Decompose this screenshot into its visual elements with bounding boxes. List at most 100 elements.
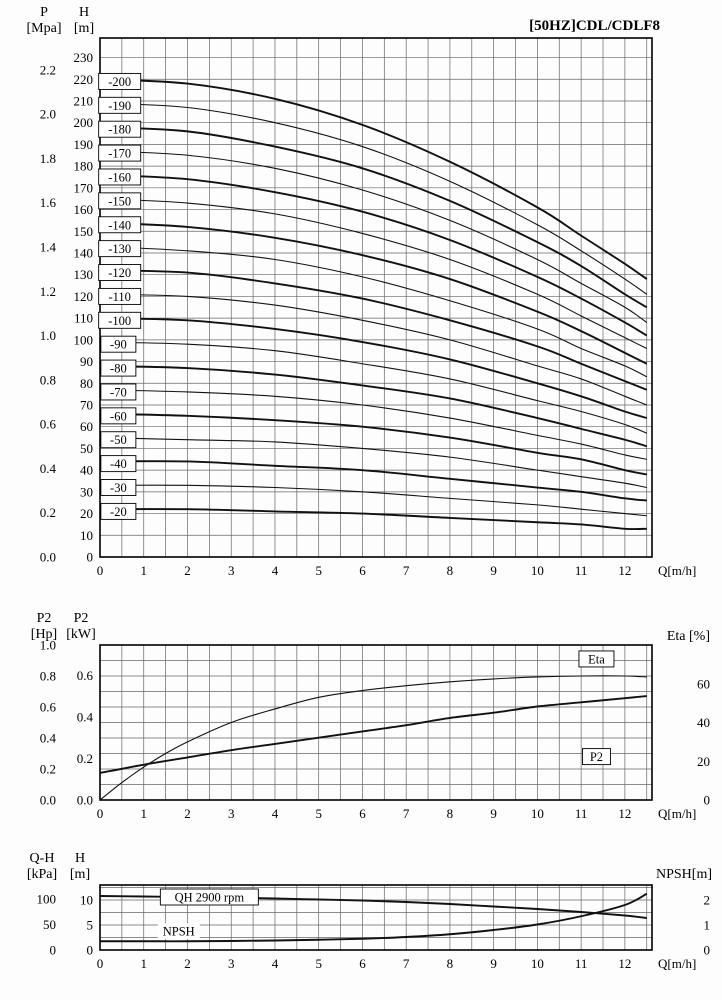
- axis-tick-label: 2.0: [40, 107, 56, 122]
- curve-label: NPSH: [163, 925, 195, 939]
- curve-label-box: [98, 287, 142, 305]
- power-kw-axis-unit: [kW]: [66, 627, 96, 642]
- axis-tick-label: 0: [704, 793, 711, 808]
- curve-label: -120: [108, 266, 131, 280]
- charts-render-layer: 2.22.01.81.61.41.21.00.80.60.40.20.02302…: [37, 37, 711, 971]
- axis-tick-label: 0.0: [40, 550, 56, 565]
- curve-label-box: [157, 923, 200, 939]
- curve--40: [99, 460, 647, 502]
- curve-NPSH: [99, 892, 648, 943]
- curve--200: [99, 78, 648, 280]
- curve-label: -100: [108, 314, 131, 328]
- qh-kpa-axis-unit: [kPa]: [27, 867, 57, 882]
- axis-tick-label: 0.2: [77, 751, 93, 766]
- plot-border: [99, 644, 653, 801]
- gridlines: [100, 645, 652, 800]
- curve-label: -30: [110, 481, 127, 495]
- axis-tick-label: 20: [80, 506, 93, 521]
- x-tick-label: 1: [140, 806, 147, 821]
- curve-label: -80: [110, 362, 127, 376]
- axis-tick-label: 60: [80, 419, 93, 434]
- axis-tick-label: 100: [37, 892, 57, 907]
- x-tick-label: 6: [359, 563, 366, 578]
- x-tick-label: 4: [272, 956, 279, 971]
- curve-label: -160: [108, 170, 131, 184]
- curve-label-box: [100, 359, 137, 377]
- plot-border: [99, 37, 653, 558]
- curve-label: -190: [108, 99, 131, 113]
- x-tick-label: 10: [531, 563, 544, 578]
- curve-label: QH 2900 rpm: [175, 891, 245, 905]
- curve--150: [99, 198, 647, 350]
- pressure-axis-title: P: [40, 5, 48, 20]
- axis-tick-label: 1: [704, 918, 711, 933]
- curve--190: [99, 102, 648, 295]
- x-tick-label: 6: [359, 806, 366, 821]
- axis-tick-label: 170: [74, 180, 94, 195]
- curve--60: [99, 412, 647, 476]
- axis-tick-label: 0.6: [40, 417, 57, 432]
- x-tick-label: 7: [403, 806, 410, 821]
- curve-label: -20: [110, 505, 127, 519]
- curve-label-box: [98, 120, 142, 138]
- qh-head-axis-title: H: [75, 851, 85, 866]
- axis-tick-label: 220: [74, 72, 94, 87]
- axis-tick-label: 30: [80, 484, 93, 499]
- axis-tick-label: 180: [74, 159, 94, 174]
- x-tick-label: 8: [447, 563, 454, 578]
- curve-label: P2: [590, 750, 603, 764]
- axis-tick-label: 2: [704, 893, 711, 908]
- curve-label: -90: [110, 338, 127, 352]
- curve-label-box: [98, 192, 142, 210]
- axis-tick-label: 0.8: [40, 372, 56, 387]
- power-hp-axis-unit: [Hp]: [31, 627, 57, 642]
- chart-title: [50HZ]CDL/CDLF8: [529, 18, 660, 34]
- x-tick-label: 2: [184, 956, 191, 971]
- x-tick-label: 2: [184, 806, 191, 821]
- axis-tick-label: 0: [87, 943, 94, 958]
- curve-label-box: [100, 407, 137, 425]
- curve--140: [99, 221, 648, 365]
- axis-tick-label: 1.0: [40, 328, 56, 343]
- x-tick-label: 5: [315, 806, 322, 821]
- head-axis-unit: [m]: [74, 21, 94, 36]
- head-axis-title: H: [79, 5, 89, 20]
- curve-label-box: [98, 72, 142, 90]
- axis-tick-label: 190: [74, 137, 94, 152]
- x-tick-label: 7: [403, 563, 410, 578]
- x-tick-label: 12: [618, 806, 631, 821]
- x-tick-label: 8: [447, 806, 454, 821]
- x-tick-label: 3: [228, 956, 235, 971]
- x-tick-label: 1: [140, 956, 147, 971]
- axis-tick-label: 120: [74, 289, 94, 304]
- npsh-axis-title: NPSH[m]: [656, 867, 712, 882]
- axis-tick-label: 90: [80, 354, 93, 369]
- axis-tick-label: 50: [80, 441, 93, 456]
- axis-tick-label: 0.4: [77, 709, 94, 724]
- x-tick-label: 9: [490, 956, 497, 971]
- axis-tick-label: 210: [74, 93, 94, 108]
- curve-label-box: [98, 311, 142, 329]
- axis-tick-label: 50: [43, 917, 56, 932]
- curve-Eta: [99, 675, 647, 801]
- curve-label-box: [159, 888, 259, 906]
- curve-label: Eta: [588, 652, 605, 666]
- curve-label: -140: [108, 218, 131, 232]
- curve-label-box: [100, 455, 137, 473]
- x-tick-label: 9: [490, 563, 497, 578]
- curve-label-box: [98, 240, 142, 258]
- curve-label-box: [100, 502, 137, 520]
- curve-label-box: [578, 650, 615, 668]
- x-tick-label: 3: [228, 806, 235, 821]
- x-tick-label: 0: [97, 563, 104, 578]
- curve-label: -200: [108, 75, 131, 89]
- curve-label: -110: [108, 290, 130, 304]
- axis-tick-label: 230: [74, 50, 94, 65]
- curve--110: [99, 293, 647, 406]
- curve--120: [99, 269, 648, 391]
- axis-tick-label: 0.8: [40, 669, 56, 684]
- curve-label: -40: [110, 457, 127, 471]
